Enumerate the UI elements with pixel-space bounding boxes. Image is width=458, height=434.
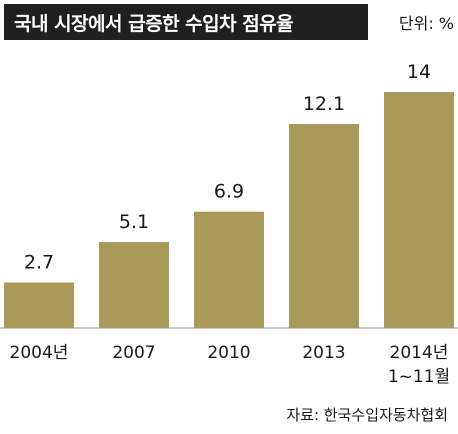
chart-title: 국내 시장에서 급증한 수입차 점유율 (14, 12, 294, 35)
source-note: 자료: 한국수입자동차협회 (286, 406, 448, 424)
value-label-0: 2.7 (24, 251, 54, 273)
category-label-3: 2013 (302, 343, 345, 363)
bar-0 (4, 282, 74, 328)
category-label-0: 2004년 (10, 343, 69, 363)
category-label-4-1: 1~11월 (388, 367, 450, 387)
bar-1 (99, 242, 169, 328)
category-label-1: 2007 (112, 343, 155, 363)
title-bar: 국내 시장에서 급증한 수입차 점유율 (4, 4, 368, 40)
bar-4 (384, 92, 454, 328)
value-label-2: 6.9 (214, 181, 244, 203)
bar-3 (289, 124, 359, 329)
bar-2 (194, 211, 264, 328)
value-label-1: 5.1 (119, 211, 149, 233)
unit-label: 단위: % (398, 14, 454, 33)
category-label-2: 2010 (207, 343, 250, 363)
value-label-4: 14 (407, 61, 431, 83)
category-label-4-0: 2014년 (390, 343, 449, 363)
value-label-3: 12.1 (303, 93, 345, 115)
